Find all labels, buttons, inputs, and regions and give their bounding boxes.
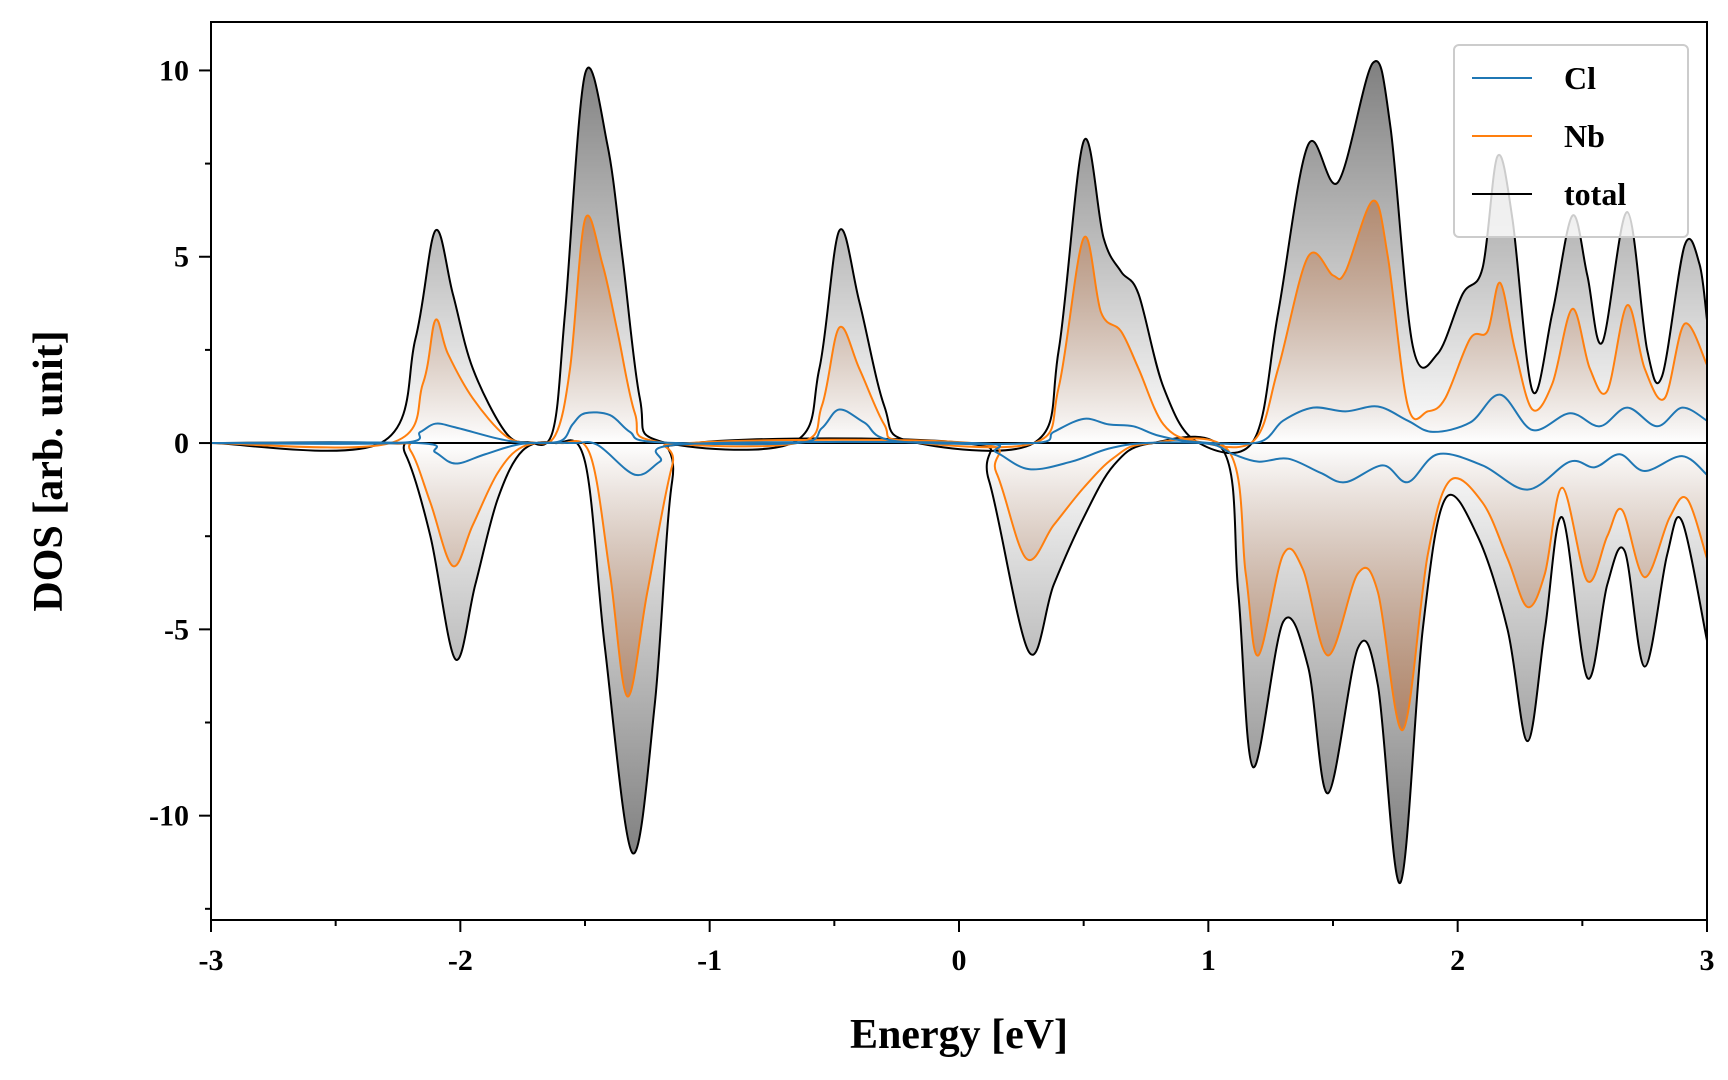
cl-up-fill <box>211 394 1707 445</box>
y-tick-label: 10 <box>159 54 189 87</box>
cl-down-line <box>211 440 1707 491</box>
nb-up-fill <box>211 200 1707 448</box>
dos-lines <box>211 60 1707 884</box>
total-up-line <box>211 60 1707 454</box>
x-tick-label: -1 <box>697 944 722 977</box>
y-tick-label: -10 <box>149 800 189 833</box>
legend-label-total: total <box>1564 176 1626 212</box>
x-tick-label: 2 <box>1450 944 1465 977</box>
x-tick-label: -2 <box>448 944 473 977</box>
dos-fills <box>211 61 1707 884</box>
x-tick-label: 0 <box>952 944 967 977</box>
x-tick-label: 3 <box>1700 944 1715 977</box>
legend-label-nb: Nb <box>1564 118 1605 154</box>
cl-down-fill <box>211 441 1707 490</box>
legend-label-cl: Cl <box>1564 60 1596 96</box>
x-tick-label: 1 <box>1201 944 1216 977</box>
x-tick-label: -3 <box>199 944 224 977</box>
x-axis-label: Energy [eV] <box>850 1012 1068 1058</box>
legend: Cl Nb total <box>1453 44 1689 238</box>
y-axis-ticks: -10 -5 0 5 10 <box>149 54 211 910</box>
nb-up-line <box>211 199 1707 449</box>
y-tick-label: -5 <box>164 613 189 646</box>
legend-box <box>1453 44 1689 238</box>
nb-down-fill <box>211 438 1707 731</box>
x-axis-ticks: -3 -2 -1 0 1 2 3 <box>199 920 1715 977</box>
y-axis-label: DOS [arb. unit] <box>26 330 72 611</box>
y-tick-label: 0 <box>174 427 189 460</box>
y-tick-label: 5 <box>174 241 189 274</box>
